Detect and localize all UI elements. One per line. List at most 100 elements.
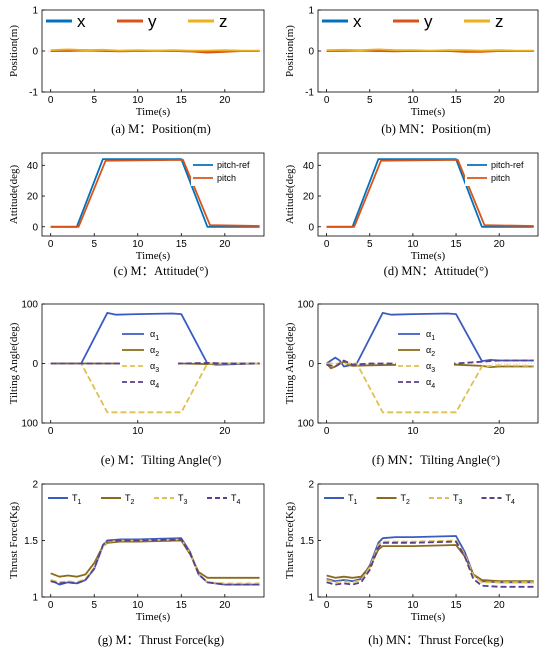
- x-tick-label: 15: [176, 600, 188, 611]
- x-tick-label: 20: [219, 600, 231, 611]
- y-tick-label: 0: [32, 359, 38, 370]
- panel-h: 0 5 10 15 20 1 1.5 2 Time(s) Thrust Force(Kg) T1 T2…: [284, 480, 539, 647]
- y-axis-label: Position(m): [8, 25, 20, 77]
- series-line--4: [326, 359, 534, 368]
- x-tick-label: 0: [324, 95, 330, 106]
- legend-label: T2: [401, 493, 411, 506]
- x-tick-label: 0: [324, 426, 330, 437]
- x-tick-label: 5: [91, 95, 97, 106]
- legend-a: x y z: [46, 12, 228, 31]
- legend-h: T1 T2 T3 T4: [322, 488, 534, 508]
- series-line-t2: [326, 544, 534, 583]
- series-line-t3: [326, 539, 534, 584]
- legend-box: [396, 326, 454, 394]
- x-tick-label: 15: [450, 600, 462, 611]
- panel-b: 0 5 10 15 20 -1 0 1 Time(s) Position(m) x y z (b) MN：…: [284, 6, 539, 136]
- legend-label: α3: [150, 361, 159, 374]
- x-tick-label: 10: [407, 426, 419, 437]
- legend-e: α1 α2 α3 α4: [120, 326, 178, 394]
- panel-caption: (g) M：Thrust Force(kg): [98, 633, 224, 647]
- legend-label: pitch-ref: [217, 160, 250, 170]
- legend-box: [120, 326, 178, 394]
- legend-label: T3: [178, 493, 188, 506]
- x-tick-label: 20: [494, 600, 506, 611]
- x-tick-label: 0: [48, 239, 54, 250]
- x-axis-label: Time(s): [411, 250, 446, 262]
- x-tick-label: 15: [450, 239, 462, 250]
- y-axis-label: Thrust Force(Kg): [284, 502, 296, 580]
- x-tick-label: 0: [48, 95, 54, 106]
- series-line--3: [50, 362, 260, 414]
- y-tick-label: 0: [308, 47, 314, 58]
- y-axis-label: Tilting Angle(deg): [8, 322, 20, 404]
- y-tick-label: 1: [308, 593, 314, 604]
- panel-a: 0 5 10 15 20 -1 0 1 Time(s) Position(m) x y z (a) M：P…: [8, 6, 265, 136]
- legend-label: α1: [150, 329, 159, 342]
- x-tick-label: 15: [176, 239, 188, 250]
- series-line-z: [50, 48, 260, 52]
- y-tick-label: 100: [21, 300, 38, 311]
- legend-label: x: [353, 12, 362, 31]
- legend-label: y: [424, 12, 433, 31]
- y-tick-label: 1: [32, 593, 38, 604]
- legend-d: pitch-ref pitch: [465, 158, 535, 186]
- legend-label: y: [148, 12, 157, 31]
- legend-label: α2: [150, 345, 159, 358]
- x-tick-label: 5: [367, 600, 373, 611]
- x-tick-label: 5: [367, 95, 373, 106]
- series-line-pitch: [326, 158, 534, 228]
- legend-label: pitch: [491, 173, 510, 183]
- x-tick-label: 0: [48, 600, 54, 611]
- y-tick-label: 40: [27, 161, 39, 172]
- legend-label: pitch-ref: [491, 160, 524, 170]
- panel-caption: (b) MN：Position(m): [381, 122, 490, 136]
- legend-label: T4: [231, 493, 241, 506]
- series-line--2: [325, 360, 534, 370]
- legend-label: pitch: [217, 173, 236, 183]
- y-tick-label: 20: [27, 192, 39, 203]
- legend-c: pitch-ref pitch: [191, 158, 261, 186]
- y-tick-label: -1: [29, 88, 38, 99]
- legend-label: α4: [150, 377, 159, 390]
- x-axis-label: Time(s): [136, 106, 171, 118]
- panel-caption: (d) MN：Attitude(°): [384, 264, 489, 278]
- y-axis-label: Position(m): [284, 25, 296, 77]
- series-line-z: [326, 48, 534, 52]
- y-tick-label: 0: [32, 47, 38, 58]
- y-tick-label: 1.5: [300, 536, 314, 547]
- legend-label: α3: [426, 361, 435, 374]
- y-axis-label: Tilting Angle(deg): [284, 322, 296, 404]
- y-tick-label: 20: [303, 192, 315, 203]
- y-tick-label: -1: [305, 88, 314, 99]
- panel-caption: (a) M：Position(m): [111, 122, 211, 136]
- legend-label: α4: [426, 377, 435, 390]
- x-tick-label: 20: [494, 426, 506, 437]
- legend-label: x: [77, 12, 86, 31]
- series-line--4: [50, 361, 260, 365]
- legend-label: T3: [453, 493, 463, 506]
- x-tick-label: 15: [176, 95, 188, 106]
- x-tick-label: 10: [407, 95, 419, 106]
- x-tick-label: 10: [407, 239, 419, 250]
- x-tick-label: 5: [91, 239, 97, 250]
- x-tick-label: 10: [132, 426, 144, 437]
- y-axis-label: Attitude(deg): [284, 165, 296, 225]
- legend-box: [322, 488, 534, 508]
- x-tick-label: 0: [324, 600, 330, 611]
- x-tick-label: 0: [48, 426, 54, 437]
- panel-caption: (c) M：Attitude(°): [114, 264, 209, 278]
- x-axis-label: Time(s): [411, 106, 446, 118]
- legend-label: α1: [426, 329, 435, 342]
- series-line--3: [326, 362, 534, 414]
- series-line-t4: [326, 540, 534, 588]
- legend-box: [46, 488, 260, 508]
- panel-c: 0 5 10 15 20 0 20 40 Time(s) Attitude(deg) pitch-r…: [8, 152, 265, 278]
- x-tick-label: 20: [494, 95, 506, 106]
- y-tick-label: 40: [303, 161, 315, 172]
- y-tick-label: 1: [32, 6, 38, 17]
- legend-box: [191, 158, 261, 186]
- series-line-t2: [50, 539, 260, 579]
- panel-d: 0 5 10 15 20 0 20 40 Time(s) Attitude(deg) pitch-r…: [284, 152, 539, 278]
